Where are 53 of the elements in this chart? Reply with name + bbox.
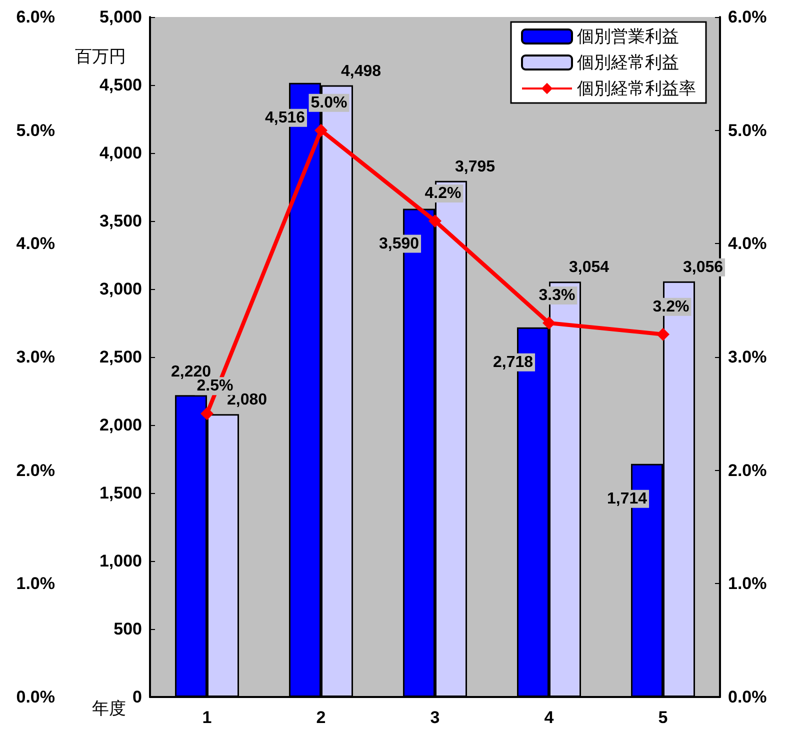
y2-tick-label: 3.0%: [728, 348, 767, 366]
y-tick-label: 4,500: [99, 76, 142, 94]
data-label: 3,054: [568, 259, 610, 276]
y-axis-title: 百万円: [75, 47, 126, 66]
y3-tick-label: 5.0%: [16, 120, 55, 140]
x-tick-label: 4: [544, 708, 554, 727]
x-tick-label: 2: [316, 708, 326, 727]
data-label: 3,795: [454, 158, 496, 176]
y-tick-label: 2,000: [99, 416, 142, 434]
data-label: 2,718: [492, 354, 534, 371]
data-label: 2.5%: [196, 378, 234, 395]
data-label: 4,498: [340, 62, 382, 80]
x-tick-label: 1: [202, 708, 212, 727]
legend-label: 個別営業利益: [577, 27, 679, 46]
x-axis-title: 年度: [92, 699, 126, 718]
y-tick-label: 3,500: [99, 212, 142, 230]
point: [314, 124, 328, 137]
data-label: 4,516: [264, 109, 306, 126]
data-label: 3,056: [682, 258, 724, 276]
y3-tick-label: 3.0%: [16, 348, 55, 366]
y-tick-label: 1,000: [99, 552, 142, 570]
y3-tick-label: 1.0%: [16, 574, 55, 594]
point: [656, 328, 670, 341]
legend-label: 個別経常利益率: [577, 79, 696, 98]
data-label: 3,590: [378, 235, 420, 252]
y-tick-label: 500: [114, 620, 142, 638]
y2-tick-label: 2.0%: [728, 460, 767, 480]
y-tick-label: 5,000: [99, 8, 142, 26]
point: [542, 316, 556, 330]
y3-tick-label: 2.0%: [16, 460, 55, 480]
y-tick-label: 2,500: [99, 348, 142, 366]
y2-tick-label: 6.0%: [728, 8, 767, 26]
y3-tick-label: 0.0%: [16, 688, 55, 706]
point: [200, 407, 214, 420]
data-label: 3.2%: [652, 298, 690, 316]
y2-tick-label: 0.0%: [728, 688, 767, 706]
x-tick-label: 5: [658, 708, 668, 727]
y-tick-label: 4,000: [99, 144, 142, 162]
y2-tick-label: 4.0%: [728, 234, 767, 254]
data-label: 4.2%: [424, 185, 462, 202]
y2-tick-label: 5.0%: [728, 120, 767, 140]
point: [428, 214, 442, 228]
data-label: 1,714: [606, 490, 648, 508]
y-tick-label: 3,000: [99, 280, 142, 298]
y-tick-label: 1,500: [99, 484, 142, 502]
data-label: 5.0%: [310, 94, 348, 112]
legend-label: 個別経常利益: [577, 53, 679, 72]
y2-tick-label: 1.0%: [728, 574, 767, 594]
y3-tick-label: 4.0%: [16, 234, 55, 254]
y3-tick-label: 6.0%: [16, 8, 55, 26]
data-label: 3.3%: [538, 287, 576, 304]
x-tick-label: 3: [430, 708, 440, 727]
y-tick-label: 0: [132, 688, 142, 706]
